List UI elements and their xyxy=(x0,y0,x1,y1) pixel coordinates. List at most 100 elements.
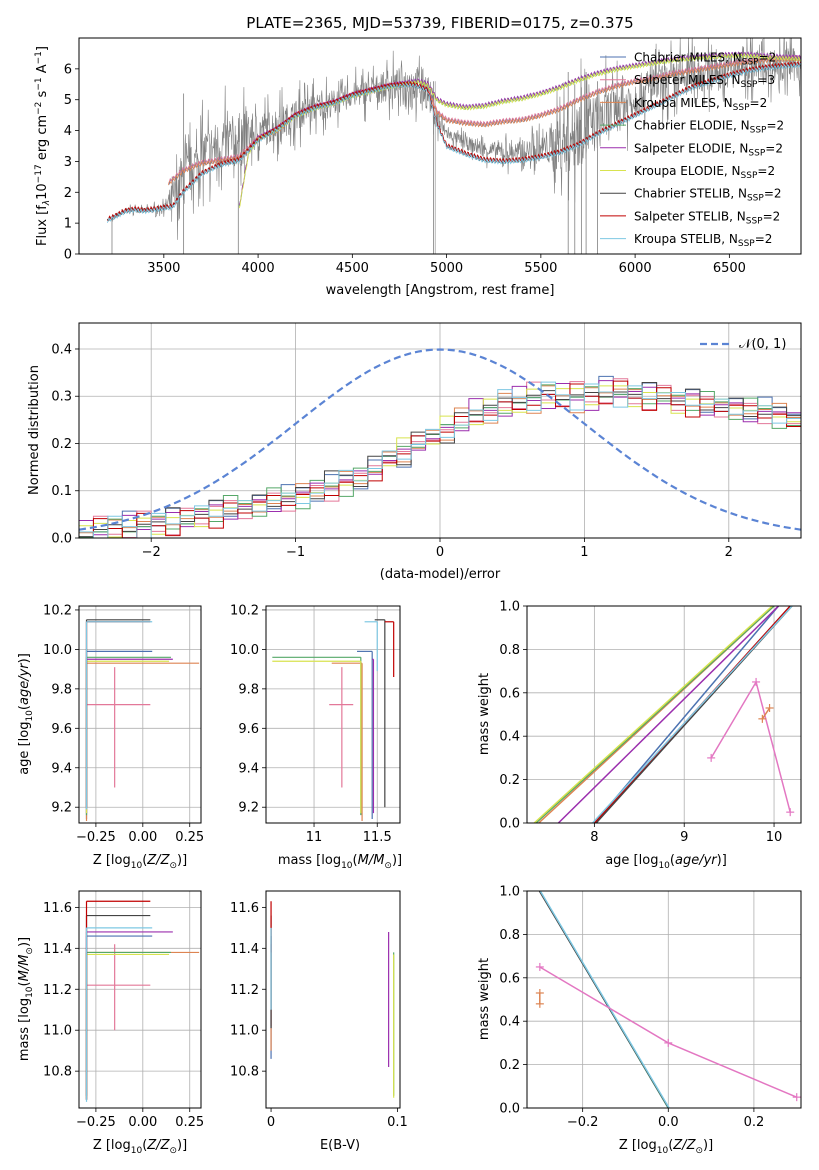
age_vs_mass-ytick-label: 10.2 xyxy=(230,603,259,618)
spectrum-ytick-label: 1 xyxy=(64,217,72,232)
spectrum-legend: Chabrier MILES, NSSP=2 Salpeter MILES, NS… xyxy=(600,51,784,249)
mass_vs_ebv-axes: 0 0.1 10.8 11.0 11.2 11.4 11.6 xyxy=(230,890,408,1130)
age_vs_z-xtick-label: 0.25 xyxy=(175,830,204,845)
weight_vs_age-ytick-label: 0.6 xyxy=(499,686,520,701)
mass_vs_z-ytick-label: 11.0 xyxy=(43,1024,72,1039)
residuals-xtick-label: 2 xyxy=(725,545,733,560)
age_vs_mass-xtick-label: 11 xyxy=(306,830,323,845)
mass_vs_z-ytick-label: 11.6 xyxy=(43,901,72,916)
spectrum-xtick-label: 4500 xyxy=(336,261,369,276)
model-spectrum-line xyxy=(106,62,801,223)
mass_vs_z-xlabel: Z [log10(Z/Z⊙)] xyxy=(93,1138,187,1156)
spectrum-xtick-label: 3500 xyxy=(147,261,180,276)
age_vs_mass-xtick-label: 11.5 xyxy=(363,830,392,845)
mass_vs_z-xtick-label: 0.25 xyxy=(175,1115,204,1130)
age_vs_mass-frame xyxy=(265,605,401,824)
weight_vs_age-ytick-label: 0.2 xyxy=(499,773,520,788)
mass_vs_ebv-frame xyxy=(265,890,401,1109)
spectrum-ytick-label: 6 xyxy=(64,62,72,77)
mass_vs_ebv-ytick-label: 11.6 xyxy=(230,901,259,916)
spectrum-ytick-label: 0 xyxy=(64,248,72,263)
spectrum-ylabel: Flux [fλ10−17 erg cm−2 s−1 A−1] xyxy=(34,46,52,246)
mass-weight-line xyxy=(533,606,773,823)
spectrum-xtick-label: 6000 xyxy=(619,261,652,276)
age_vs_mass-xlabel: mass [log10(M/M⊙)] xyxy=(278,853,402,871)
residuals-plot-area xyxy=(79,348,801,538)
age_vs_z-ytick-label: 9.2 xyxy=(51,801,72,816)
mass_vs_ebv-ytick-label: 11.4 xyxy=(230,942,259,957)
normal-distribution-line xyxy=(79,348,801,531)
mass_vs_ebv-plot-area xyxy=(270,901,395,1098)
age_vs_z-ylabel: age [log10(age/yr)] xyxy=(17,653,35,775)
weight_vs_z-xtick-label: 0.0 xyxy=(658,1115,679,1130)
residuals-axes: −2 −1 0 1 2 0.0 0.1 0.2 0.3 0.4 xyxy=(51,322,802,560)
spectrum-plot-area xyxy=(106,38,801,254)
weight_vs_z-xtick-label: 0.2 xyxy=(744,1115,765,1130)
mass_vs_z-ytick-label: 11.2 xyxy=(43,983,72,998)
spectrum-ytick-label: 3 xyxy=(64,155,72,170)
normal-legend-label: 𝒩(0, 1) xyxy=(739,337,786,352)
mass_vs_ebv-ytick-label: 11.2 xyxy=(230,983,259,998)
age_vs_mass-ytick-label: 10.0 xyxy=(230,643,259,658)
spectrum-ytick-label: 4 xyxy=(64,124,72,139)
mass_vs_z-ylabel: mass [log10(M/M⊙)] xyxy=(17,937,35,1061)
legend-entry: Kroupa ELODIE, NSSP=2 xyxy=(634,164,775,181)
weight_vs_z-ytick-label: 0.6 xyxy=(499,971,520,986)
age_vs_z-ytick-label: 9.8 xyxy=(51,682,72,697)
weight_vs_z-ytick-label: 0.4 xyxy=(499,1015,520,1030)
age_vs_mass-plot-area xyxy=(272,619,395,822)
age_vs_z-xlabel: Z [log10(Z/Z⊙)] xyxy=(93,853,187,871)
age_vs_z-frame xyxy=(78,605,202,824)
residuals-ylabel: Normed distribution xyxy=(27,365,42,495)
spectrum-title: PLATE=2365, MJD=53739, FIBERID=0175, z=0… xyxy=(246,14,633,32)
weight_vs_z-ytick-label: 0.0 xyxy=(499,1102,520,1117)
weight_vs_age-xtick-label: 10 xyxy=(766,830,783,845)
weight_vs_z-ylabel: mass weight xyxy=(477,958,492,1040)
weight_vs_z-plot-area xyxy=(535,891,801,1108)
weight_vs_age-frame xyxy=(526,605,802,824)
mass_vs_z-ytick-label: 10.8 xyxy=(43,1065,72,1080)
mass_vs_ebv-xlabel: E(B-V) xyxy=(320,1138,360,1153)
residuals-xtick-label: −2 xyxy=(142,545,161,560)
residuals-ytick-label: 0.3 xyxy=(51,390,72,405)
age_vs_z-xtick-label: −0.25 xyxy=(76,830,116,845)
legend-entry: Kroupa MILES, NSSP=2 xyxy=(634,96,767,113)
weight_vs_age-xtick-label: 8 xyxy=(590,830,598,845)
spectrum-xtick-label: 5500 xyxy=(524,261,557,276)
mass_vs_z-plot-area xyxy=(85,900,200,1102)
legend-entry: Kroupa STELIB, NSSP=2 xyxy=(634,232,772,249)
weight_vs_z-axes: −0.2 0.0 0.2 0.0 0.2 0.4 0.6 0.8 1.0 xyxy=(499,885,802,1130)
mass_vs_z-frame xyxy=(78,890,202,1109)
age_vs_z-axes: −0.25 0.00 0.25 9.2 9.4 9.6 9.8 10.0 10.2 xyxy=(43,603,204,845)
spectrum-axes: 3500 4000 4500 5000 5500 6000 6500 0 1 2 3 4 5 6 xyxy=(64,37,802,276)
legend-entry: Salpeter ELODIE, NSSP=2 xyxy=(634,141,783,158)
spectrum-xlabel: wavelength [Angstrom, rest frame] xyxy=(326,283,555,298)
weight_vs_age-plot-area xyxy=(533,606,795,823)
mass_vs_ebv-xtick-label: 0 xyxy=(267,1115,275,1130)
weight_vs_age-ytick-label: 0.8 xyxy=(499,643,520,658)
model-spectrum-line xyxy=(238,53,801,209)
spectrum-xtick-label: 6500 xyxy=(713,261,746,276)
legend-entry: Chabrier STELIB, NSSP=2 xyxy=(634,187,782,204)
residuals-xlabel: (data-model)/error xyxy=(380,567,501,582)
mass-weight-line xyxy=(539,891,670,1108)
mass-weight-line xyxy=(592,606,793,823)
residuals-ytick-label: 0.4 xyxy=(51,342,72,357)
mass-weight-line xyxy=(761,707,771,720)
weight_vs_age-ytick-label: 1.0 xyxy=(499,600,520,615)
weight_vs_z-ytick-label: 0.8 xyxy=(499,928,520,943)
residuals-ytick-label: 0.1 xyxy=(51,484,72,499)
spectrum-xtick-label: 4000 xyxy=(242,261,275,276)
residuals-ytick-label: 0.2 xyxy=(51,437,72,452)
legend-entry: Salpeter STELIB, NSSP=2 xyxy=(634,209,780,226)
age_vs_z-ytick-label: 10.2 xyxy=(43,603,72,618)
age_vs_mass-axes: 11 11.5 9.2 9.4 9.6 9.8 10.0 10.2 xyxy=(230,603,401,845)
weight_vs_z-xlabel: Z [log10(Z/Z⊙)] xyxy=(619,1138,713,1156)
age_vs_mass-ytick-label: 9.4 xyxy=(238,761,259,776)
age_vs_z-ytick-label: 9.4 xyxy=(51,761,72,776)
residuals-xtick-label: 1 xyxy=(580,545,588,560)
mass-weight-line xyxy=(557,606,780,823)
weight_vs_z-ytick-label: 0.2 xyxy=(499,1058,520,1073)
age_vs_z-xtick-label: 0.00 xyxy=(128,830,157,845)
